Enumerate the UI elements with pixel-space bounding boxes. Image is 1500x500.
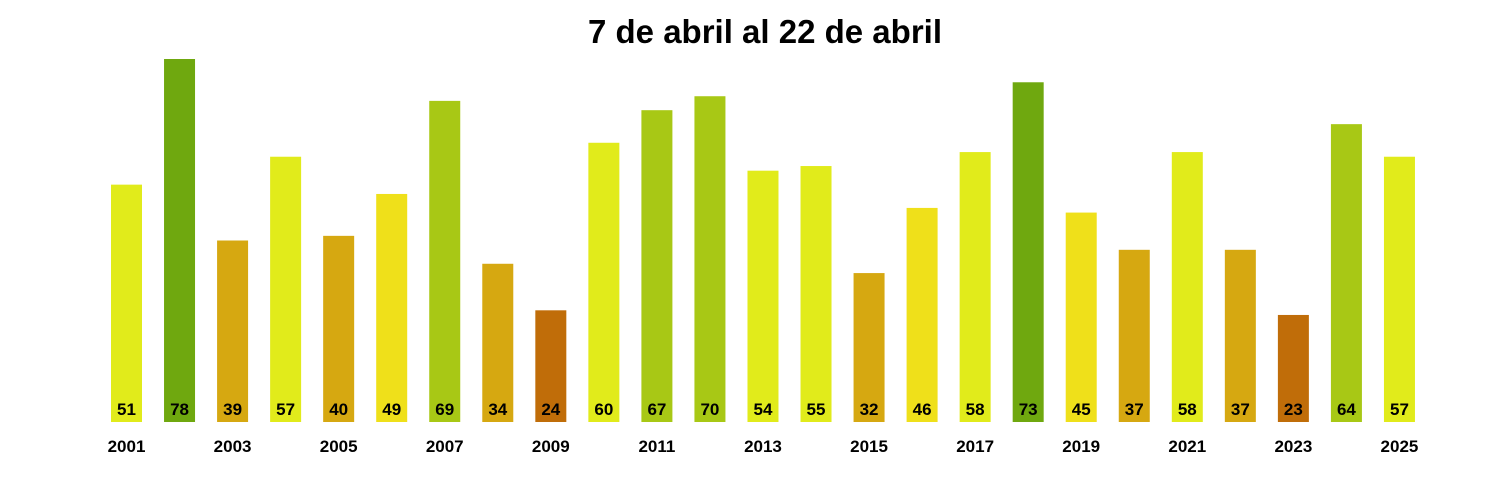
chart-title: 7 de abril al 22 de abril (588, 13, 942, 50)
x-tick-label-2007: 2007 (426, 437, 464, 456)
bar-value-label-2012: 70 (700, 400, 719, 419)
bar-2025 (1383, 156, 1415, 423)
x-tick-label-2017: 2017 (956, 437, 994, 456)
bar-2006 (376, 193, 408, 422)
bar-2018 (1012, 82, 1044, 423)
x-tick-label-2009: 2009 (532, 437, 570, 456)
bar-2016 (906, 207, 938, 422)
bar-value-label-2015: 32 (860, 400, 879, 419)
x-tick-label-2013: 2013 (744, 437, 782, 456)
bar-2013 (747, 170, 779, 422)
x-tick-label-2025: 2025 (1381, 437, 1419, 456)
bar-2023 (1277, 314, 1309, 422)
bar-2024 (1330, 124, 1362, 423)
bar-2022 (1224, 249, 1256, 422)
x-axis-tick-labels: 2001 2003 2005 2007 2009 2011 2013 2015 2017 2019… (108, 437, 1419, 456)
bar-2005 (323, 235, 355, 422)
bar-value-label-2017: 58 (966, 400, 985, 419)
bar-value-label-2025: 57 (1390, 400, 1409, 419)
bar-value-label-2021: 58 (1178, 400, 1197, 419)
bar-value-label-2019: 45 (1072, 400, 1091, 419)
bar-value-label-2014: 55 (807, 400, 826, 419)
bar-2002 (164, 59, 196, 422)
bar-2008 (482, 263, 514, 422)
bar-value-label-2002: 78 (170, 400, 189, 419)
bars-layer (111, 59, 1415, 423)
bar-2019 (1065, 212, 1097, 422)
bar-2004 (270, 156, 302, 423)
x-tick-label-2011: 2011 (638, 437, 675, 456)
bar-2011 (641, 110, 673, 422)
bar-2014 (800, 166, 832, 422)
bar-value-label-2010: 60 (594, 400, 613, 419)
x-tick-label-2019: 2019 (1062, 437, 1100, 456)
bar-value-label-2006: 49 (382, 400, 401, 419)
bar-value-label-2020: 37 (1125, 400, 1144, 419)
bar-value-labels: 51 78 39 57 40 49 69 34 24 60 67 70 54 55 32 46 58 73 45 37… (117, 400, 1409, 419)
bar-value-label-2022: 37 (1231, 400, 1250, 419)
bar-value-label-2003: 39 (223, 400, 242, 419)
bar-2012 (694, 96, 726, 422)
bar-value-label-2007: 69 (435, 400, 454, 419)
bar-2017 (959, 152, 991, 422)
bar-2010 (588, 142, 620, 422)
x-tick-label-2023: 2023 (1274, 437, 1312, 456)
x-tick-label-2003: 2003 (214, 437, 252, 456)
bar-2015 (853, 273, 885, 422)
bar-2001 (111, 184, 142, 422)
bar-value-label-2001: 51 (117, 400, 136, 419)
bar-2007 (429, 100, 461, 422)
bar-value-label-2023: 23 (1284, 400, 1303, 419)
bar-value-label-2018: 73 (1019, 400, 1038, 419)
x-tick-label-2021: 2021 (1168, 437, 1206, 456)
bar-value-label-2009: 24 (541, 400, 560, 419)
bar-2021 (1171, 152, 1203, 422)
x-tick-label-2001: 2001 (108, 437, 146, 456)
bar-2009 (535, 310, 567, 422)
bar-value-label-2004: 57 (276, 400, 295, 419)
bar-value-label-2024: 64 (1337, 400, 1356, 419)
x-tick-label-2005: 2005 (320, 437, 358, 456)
bar-value-label-2008: 34 (488, 400, 507, 419)
bar-value-label-2013: 54 (754, 400, 773, 419)
bar-value-label-2016: 46 (913, 400, 932, 419)
bar-2020 (1118, 249, 1150, 422)
bar-value-label-2005: 40 (329, 400, 348, 419)
x-tick-label-2015: 2015 (850, 437, 888, 456)
bar-2003 (217, 240, 249, 422)
bar-value-label-2011: 67 (647, 400, 666, 419)
